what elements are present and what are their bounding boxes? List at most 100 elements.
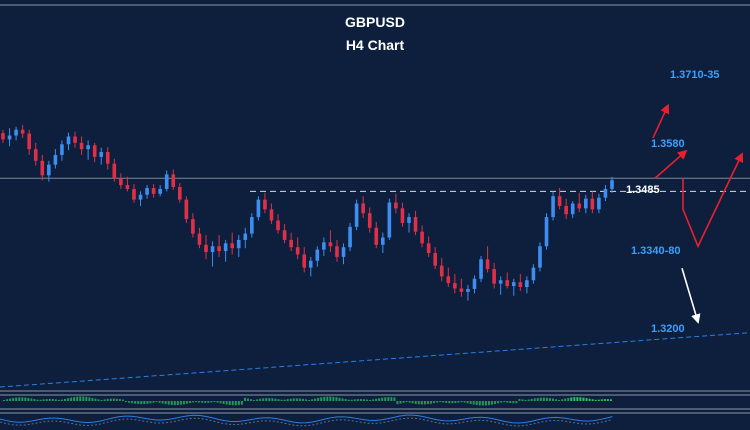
oscillator-bar: [109, 398, 112, 401]
oscillator-bar: [527, 399, 530, 401]
oscillator-bar: [390, 397, 393, 401]
oscillator-bar: [600, 399, 603, 401]
candle-body: [14, 129, 18, 136]
oscillator-bar: [311, 399, 314, 401]
candle-body: [105, 152, 110, 164]
oscillator-bar: [329, 396, 332, 401]
oscillator-bar: [149, 401, 152, 404]
oscillator-bar: [341, 398, 344, 401]
candle-body: [171, 174, 176, 188]
oscillator-bar: [271, 398, 274, 401]
oscillator-bar: [3, 400, 5, 401]
candle-body: [518, 282, 523, 288]
candle-body: [138, 194, 143, 200]
oscillator-bar: [396, 401, 399, 405]
candle-body: [387, 202, 392, 238]
oscillator-bar: [176, 401, 179, 406]
oscillator-bar: [356, 399, 359, 401]
candle-body: [367, 213, 372, 228]
candle-body: [538, 246, 542, 268]
candle-body: [276, 220, 280, 231]
candle-body: [243, 233, 248, 240]
candle-body: [7, 135, 12, 140]
oscillator-bar: [548, 398, 551, 401]
candle-body: [335, 246, 339, 257]
oscillator-bar: [561, 399, 564, 401]
oscillator-bar: [30, 398, 33, 401]
oscillator-bar: [152, 401, 155, 403]
oscillator-bar: [140, 401, 143, 405]
oscillator-bar: [170, 401, 173, 405]
oscillator-bar: [585, 398, 588, 401]
candle-body: [27, 133, 31, 150]
level-label-1-3485: 1.3485: [626, 184, 660, 197]
oscillator-bar: [350, 399, 353, 401]
candle-body: [184, 199, 189, 220]
oscillator-bar: [332, 396, 335, 401]
oscillator-bar: [112, 398, 115, 401]
candle-body: [348, 226, 352, 248]
oscillator-bar: [323, 396, 326, 401]
oscillator-bar: [494, 401, 497, 405]
oscillator-bar: [283, 399, 286, 401]
candle-body: [610, 180, 614, 189]
oscillator-bar: [164, 401, 167, 405]
oscillator-bar: [603, 399, 606, 401]
forecast-path-dip-rally: [682, 152, 744, 249]
oscillator-bar: [207, 401, 210, 403]
level-label-1-3580: 1.3580: [651, 138, 685, 151]
oscillator-bar: [414, 401, 417, 404]
candle-body: [328, 242, 333, 247]
level-label-1-3340-80: 1.3340-80: [631, 245, 681, 258]
oscillator-bar: [399, 401, 402, 404]
candle-body: [223, 243, 228, 252]
oscillator-bar: [347, 399, 350, 401]
candle-body: [33, 149, 38, 161]
candle-body: [603, 188, 608, 198]
oscillator-bar: [179, 401, 182, 405]
candle-body: [479, 259, 483, 279]
candle-body: [341, 247, 346, 257]
candle-body: [511, 282, 516, 287]
oscillator-bar: [365, 399, 368, 401]
oscillator-bar: [402, 401, 405, 403]
oscillator-bar: [222, 401, 225, 404]
oscillator-bar: [250, 399, 253, 401]
candle-body: [308, 260, 313, 268]
oscillator-bar: [64, 398, 66, 401]
oscillator-bar: [60, 399, 63, 401]
candle-body: [531, 267, 536, 281]
oscillator-bar: [481, 401, 484, 406]
oscillator-bar: [500, 401, 503, 403]
candle-body: [557, 196, 562, 206]
candle-body: [302, 254, 307, 268]
candle-body: [236, 239, 241, 249]
oscillator-bar: [497, 401, 500, 404]
candle-body: [361, 203, 365, 214]
oscillator-bar: [57, 399, 60, 401]
oscillator-bar: [521, 399, 524, 401]
candle-body: [60, 144, 64, 155]
oscillator-bar: [247, 398, 249, 401]
oscillator-bar: [420, 401, 423, 405]
oscillator-bar: [33, 399, 36, 401]
oscillator-bar: [204, 401, 207, 403]
oscillator-bar: [225, 401, 228, 405]
oscillator-bar: [91, 397, 94, 401]
oscillator-bar: [121, 399, 124, 401]
oscillator-bar: [524, 399, 527, 401]
oscillator-bar: [573, 397, 576, 401]
oscillator-bar: [536, 397, 539, 401]
candle-body: [426, 243, 431, 254]
oscillator-bar: [79, 396, 82, 401]
candle-body: [145, 187, 149, 195]
oscillator-bar: [234, 401, 237, 406]
candle-body: [132, 188, 136, 200]
oscillator-bar: [131, 401, 134, 404]
candle-body: [217, 246, 221, 252]
candle-body: [433, 253, 437, 266]
candle-body: [407, 217, 411, 223]
candle-body: [505, 280, 510, 287]
oscillator-bar: [567, 397, 570, 401]
